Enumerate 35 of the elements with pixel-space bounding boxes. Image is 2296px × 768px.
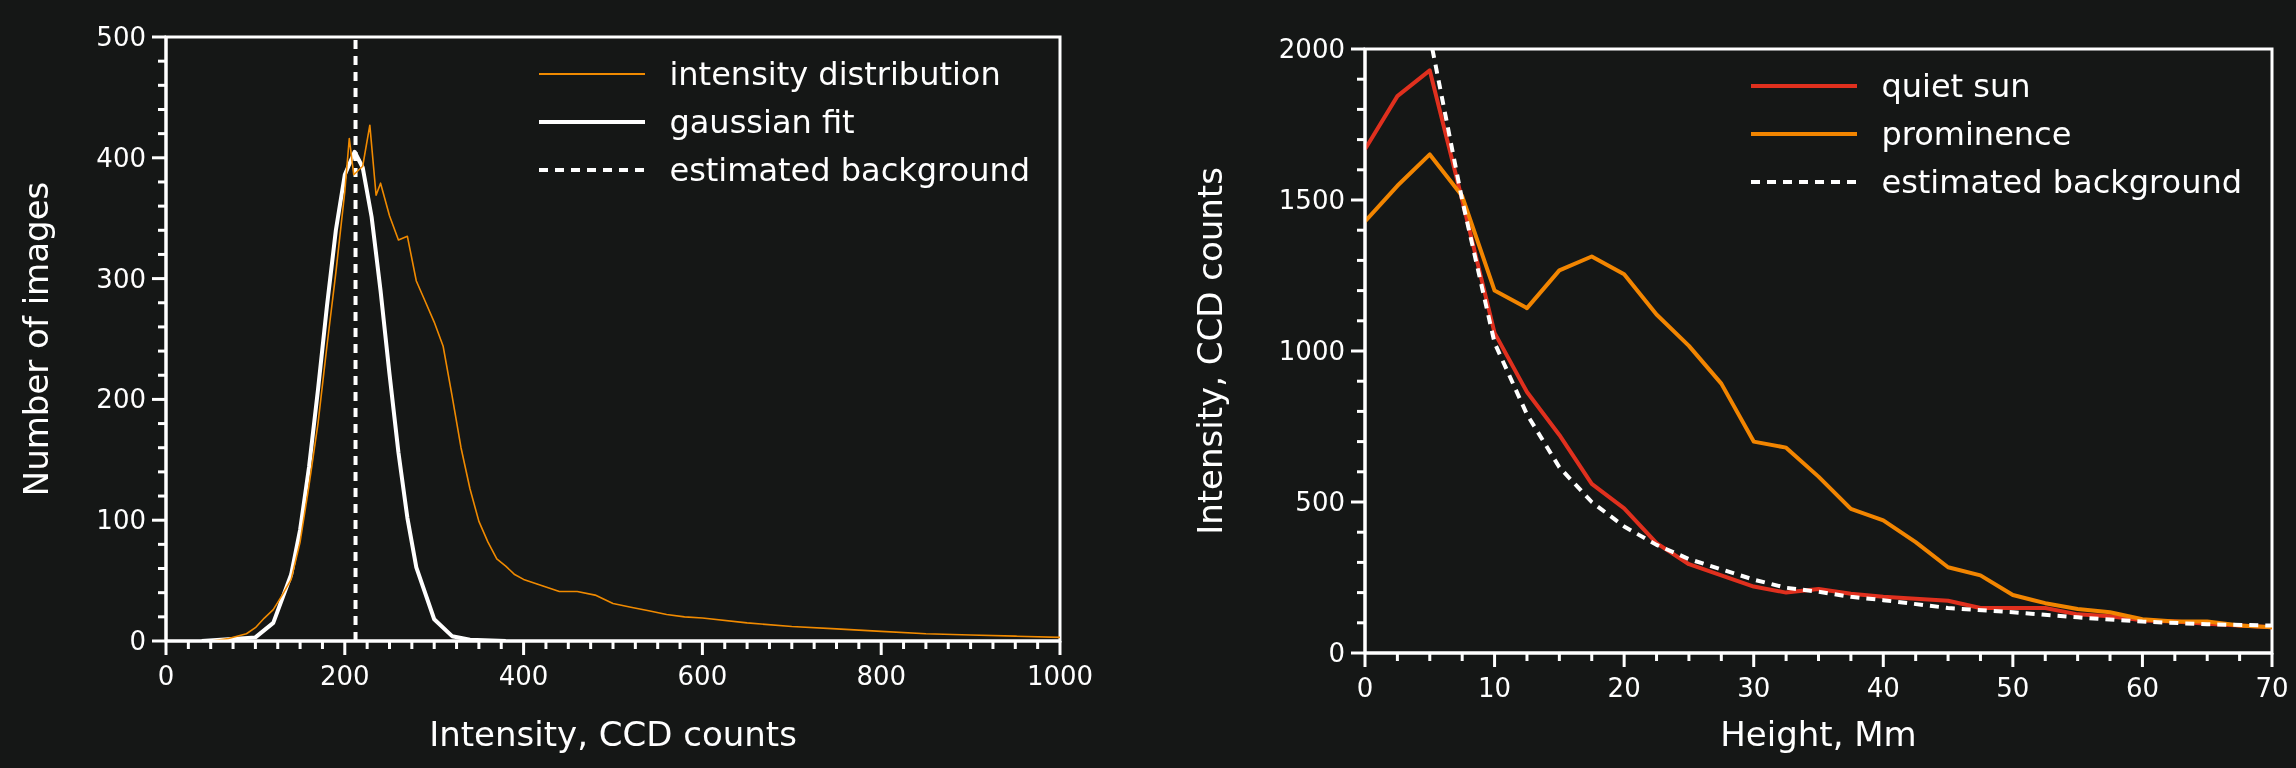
legend-label: estimated background (1881, 163, 2242, 201)
x-tick-label: 0 (157, 661, 175, 691)
y-tick-label: 2000 (1278, 34, 1345, 64)
legend-label: estimated background (669, 151, 1030, 189)
y-tick-label: 0 (1328, 638, 1345, 668)
y-tick-label: 200 (96, 384, 146, 415)
x-axis-title: Height, Mm (1720, 714, 1917, 754)
x-tick-label: 800 (856, 661, 907, 691)
y-tick-label: 1500 (1278, 185, 1345, 215)
x-tick-label: 0 (1356, 673, 1374, 703)
y-tick-label: 100 (96, 505, 146, 536)
y-tick-label: 300 (96, 263, 146, 294)
x-tick-label: 40 (1866, 673, 1900, 703)
y-tick-label: 500 (96, 22, 146, 52)
y-tick-label: 0 (129, 626, 146, 656)
y-axis-title: Number of images (16, 181, 57, 497)
y-tick-label: 400 (96, 142, 146, 173)
x-tick-label: 1000 (1026, 661, 1094, 691)
legend-label: quiet sun (1881, 67, 2031, 105)
x-tick-label: 50 (1996, 673, 2030, 703)
x-tick-label: 10 (1478, 673, 1512, 703)
x-tick-label: 20 (1607, 673, 1641, 703)
y-tick-label: 1000 (1278, 336, 1345, 366)
legend-label: gaussian fit (669, 103, 855, 141)
legend-label: prominence (1881, 115, 2072, 153)
legend-label: intensity distribution (669, 55, 1001, 93)
x-tick-label: 60 (2125, 673, 2159, 703)
x-axis-title: Intensity, CCD counts (429, 714, 797, 754)
x-tick-label: 70 (2255, 673, 2289, 703)
x-tick-label: 400 (498, 661, 549, 691)
x-tick-label: 600 (677, 661, 728, 691)
x-tick-label: 200 (319, 661, 370, 691)
x-tick-label: 30 (1737, 673, 1771, 703)
y-axis-title: Intensity, CCD counts (1190, 167, 1231, 535)
y-tick-label: 500 (1295, 487, 1345, 517)
